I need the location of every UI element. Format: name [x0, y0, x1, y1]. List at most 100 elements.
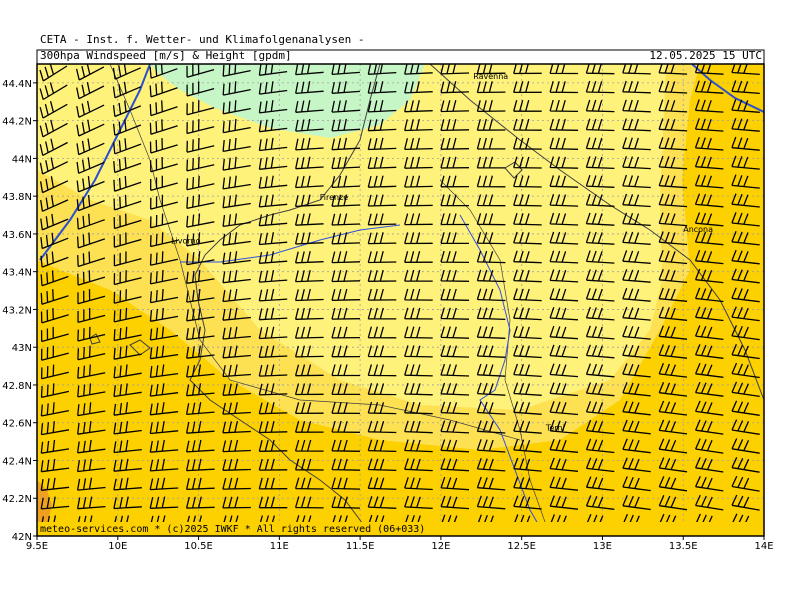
wind-barb — [331, 307, 361, 320]
wind-barb — [549, 438, 579, 453]
wind-barb — [258, 439, 288, 452]
wind-barb — [258, 232, 288, 246]
wind-barb — [149, 420, 179, 435]
wind-barb — [367, 439, 397, 453]
wind-barb — [222, 439, 251, 453]
wind-barb — [440, 458, 470, 472]
wind-barb — [695, 476, 724, 492]
wind-barb — [331, 402, 361, 415]
wind-barb — [258, 364, 288, 377]
wind-barb — [331, 251, 361, 264]
wind-barb — [76, 232, 106, 249]
wind-barb — [585, 382, 615, 397]
elba-island — [129, 339, 151, 356]
wind-barb — [440, 118, 470, 132]
wind-barb — [367, 401, 397, 415]
wind-barb — [76, 458, 106, 473]
wind-barb — [222, 156, 251, 171]
wind-barb — [513, 288, 542, 302]
wind-barb — [149, 364, 179, 379]
wind-barb — [185, 383, 215, 397]
wind-barb — [367, 345, 397, 358]
wind-barb — [476, 269, 506, 283]
wind-barb — [404, 458, 433, 472]
wind-barb — [404, 439, 433, 453]
title-box — [36, 49, 765, 65]
wind-barb — [549, 99, 579, 113]
wind-barb — [295, 156, 324, 170]
wind-barb — [622, 156, 651, 170]
wind-barb — [731, 193, 760, 208]
wind-barb — [113, 194, 142, 211]
wind-barb — [295, 100, 324, 113]
lat-tick-label: 43.4N — [2, 268, 32, 279]
wind-barb — [186, 364, 215, 378]
wind-barb — [186, 81, 215, 97]
wind-barb — [549, 363, 579, 378]
wind-barb — [40, 289, 69, 305]
wind-barb — [622, 212, 651, 227]
wind-barb — [658, 325, 688, 340]
wind-barb — [186, 64, 215, 78]
wind-barb — [513, 213, 542, 226]
wind-barb — [694, 231, 724, 246]
wind-barb — [731, 306, 760, 322]
wind-barb — [367, 269, 397, 282]
wind-barb — [658, 287, 688, 302]
wind-barb — [404, 477, 433, 491]
wind-barb — [731, 400, 760, 416]
wind-barb — [76, 496, 106, 510]
lat-tick-label: 44.4N — [2, 79, 32, 90]
wind-barb — [731, 64, 760, 76]
wind-barb — [40, 477, 70, 491]
wind-barb — [658, 268, 688, 284]
lat-tick-label: 43.6N — [2, 230, 32, 241]
wind-barb — [513, 194, 542, 207]
wind-barb — [440, 401, 470, 415]
wind-barb — [150, 175, 178, 192]
wind-barb — [658, 64, 688, 75]
wind-barb — [185, 496, 215, 509]
wind-barb — [331, 81, 360, 94]
wind-barb — [658, 212, 688, 227]
wind-barb — [694, 268, 724, 284]
wind-barb — [695, 419, 724, 435]
wind-barb — [404, 345, 433, 358]
wind-barb — [731, 249, 760, 265]
lat-tick-label: 44N — [12, 154, 32, 165]
wind-barb — [658, 457, 688, 473]
wind-barb — [476, 307, 506, 321]
wind-barb — [331, 194, 361, 207]
wind-barb — [622, 174, 651, 189]
map-title: 300hpa Windspeed [m/s] & Height [gpdm] — [40, 49, 292, 62]
wind-barb — [585, 99, 615, 113]
lon-tick-label: 13E — [593, 541, 612, 552]
wind-barb — [440, 307, 470, 320]
lon-tick-label: 10.5E — [184, 541, 213, 552]
wind-barb — [76, 176, 105, 193]
wind-barb — [404, 326, 433, 339]
wind-barb — [440, 476, 470, 491]
wind-barb — [549, 476, 579, 491]
wind-barb — [476, 495, 506, 510]
wind-barb — [585, 401, 615, 416]
wind-barb — [186, 119, 215, 135]
wind-barb — [186, 251, 215, 266]
wind-barb — [585, 476, 615, 492]
wind-barb — [731, 136, 760, 151]
wind-barb — [76, 213, 105, 230]
wind-barb — [294, 402, 324, 415]
wind-barb — [404, 194, 433, 207]
wind-barb — [695, 438, 724, 454]
wind-barb — [549, 288, 579, 302]
wind-barb — [39, 138, 68, 156]
wind-barb — [513, 307, 542, 321]
wind-barb — [658, 80, 688, 94]
wind-barb — [149, 307, 179, 322]
wind-barb — [549, 231, 579, 245]
wind-barb — [331, 496, 361, 509]
lon-tick-label: 11.5E — [346, 541, 375, 552]
wind-barb — [476, 382, 506, 396]
wind-barb — [76, 194, 105, 212]
lon-tick-label: 13.5E — [669, 541, 698, 552]
